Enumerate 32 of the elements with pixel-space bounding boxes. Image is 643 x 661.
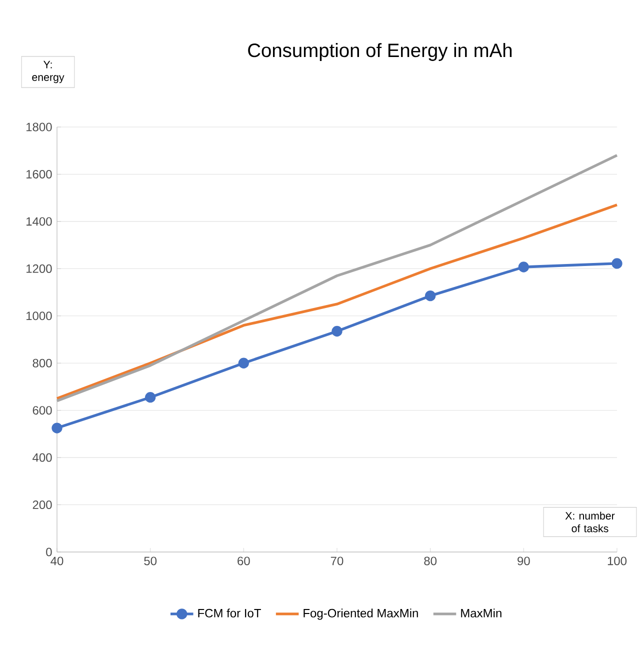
- point: [424, 290, 436, 302]
- x-tick-label: 60: [238, 556, 250, 566]
- y-tick-label: 1000: [26, 312, 52, 320]
- legend-label: FCM for IoT: [198, 608, 261, 618]
- x-tick-label: 70: [330, 556, 344, 566]
- point: [518, 262, 529, 272]
- line-series: [56, 154, 618, 402]
- y-tick-label: 400: [32, 453, 52, 462]
- y-axis-title: Y: energy: [32, 60, 64, 84]
- chart-title: Consumption of Energy in mAh: [248, 43, 512, 61]
- y-tick-label: 600: [32, 406, 52, 415]
- x-tick-label: 100: [608, 556, 627, 566]
- x-tick-label: 90: [518, 556, 530, 566]
- x-axis-title: X: number of tasks: [565, 512, 615, 532]
- point: [332, 326, 342, 337]
- point: [612, 258, 622, 269]
- legend-label: Fog-Oriented MaxMin: [304, 608, 418, 620]
- y-tick-label: 1400: [26, 217, 52, 226]
- point: [144, 392, 156, 403]
- y-tick-label: 1800: [26, 122, 52, 132]
- point: [238, 358, 249, 368]
- x-tick-label: 50: [144, 556, 157, 566]
- legend-label: MaxMin: [461, 608, 502, 618]
- y-tick-label: 1600: [26, 170, 52, 178]
- y-tick-label: 1200: [26, 264, 52, 273]
- y-tick-label: 0: [46, 548, 52, 556]
- y-tick-label: 800: [32, 358, 52, 368]
- point: [52, 422, 62, 434]
- y-tick-label: 200: [32, 500, 52, 510]
- line-series: [56, 204, 618, 400]
- x-tick-label: 40: [50, 556, 64, 566]
- x-tick-label: 80: [424, 556, 437, 566]
